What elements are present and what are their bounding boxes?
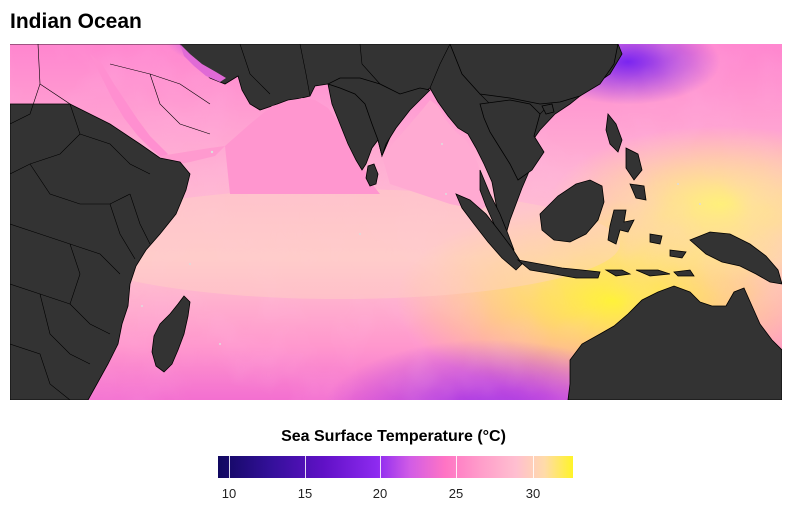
land-sri-lanka — [365, 163, 379, 187]
color-legend: Sea Surface Temperature (°C) 10 15 20 25… — [0, 428, 787, 501]
land-madagascar — [151, 295, 191, 373]
land-sumatra — [455, 193, 523, 271]
small-islands — [141, 143, 701, 345]
arabian-sea — [225, 98, 380, 194]
legend-color-bar: 10 15 20 25 30 — [218, 456, 573, 501]
land-borneo — [539, 179, 605, 243]
land-australia — [567, 285, 782, 400]
legend-tick-label: 15 — [297, 486, 313, 501]
legend-tick-mark — [456, 456, 457, 478]
country-borders-africa — [10, 44, 151, 400]
persian-gulf — [180, 44, 226, 82]
land-east-africa — [10, 103, 191, 400]
land-indochina — [479, 99, 545, 181]
legend-tick-label: 25 — [448, 486, 464, 501]
land-lesser-sunda — [604, 269, 695, 277]
legend-tick-label: 10 — [221, 486, 237, 501]
bay-of-bengal — [382, 100, 490, 210]
legend-title: Sea Surface Temperature (°C) — [281, 428, 506, 445]
land-java — [516, 259, 601, 279]
land-sulawesi — [607, 209, 635, 245]
legend-tick-label: 30 — [525, 486, 541, 501]
land-moluccas — [649, 233, 687, 259]
land-hainan — [541, 103, 555, 115]
map-canvas — [10, 44, 782, 400]
legend-tick-mark — [380, 456, 381, 478]
legend-tick-mark — [229, 456, 230, 478]
legend-tick-mark — [533, 456, 534, 478]
sea-surface-temperature-map — [10, 44, 782, 400]
land-new-guinea — [689, 231, 782, 285]
land-india — [326, 77, 431, 171]
legend-tick-label: 20 — [372, 486, 388, 501]
land-philippines — [605, 113, 647, 201]
land-china-south — [449, 44, 619, 105]
map-title: Indian Ocean — [10, 10, 142, 33]
red-sea — [90, 54, 168, 158]
legend-tick-mark — [305, 456, 306, 478]
